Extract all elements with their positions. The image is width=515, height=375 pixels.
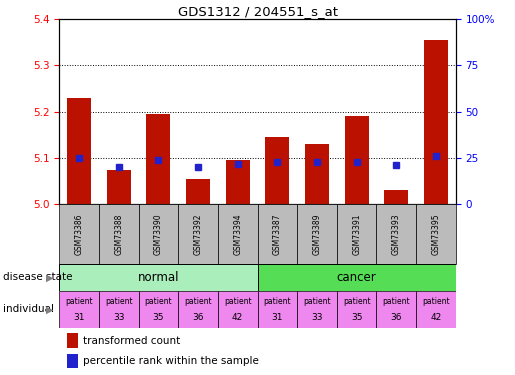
Bar: [345, 116, 369, 204]
Text: disease state: disease state: [3, 273, 72, 282]
Bar: [376, 204, 416, 264]
Text: patient: patient: [184, 297, 212, 306]
Bar: [59, 204, 99, 264]
Text: patient: patient: [224, 297, 251, 306]
Text: GSM73394: GSM73394: [233, 214, 242, 255]
Bar: [416, 291, 456, 328]
Bar: [376, 291, 416, 328]
Text: 36: 36: [390, 313, 402, 322]
Text: ▶: ▶: [46, 273, 53, 282]
Bar: [258, 204, 297, 264]
Text: patient: patient: [383, 297, 410, 306]
Bar: [107, 170, 131, 204]
Bar: [226, 160, 250, 204]
Bar: [337, 291, 376, 328]
Text: patient: patient: [105, 297, 132, 306]
Bar: [59, 264, 258, 291]
Bar: [186, 179, 210, 204]
Text: 42: 42: [431, 313, 441, 322]
Bar: [258, 264, 456, 291]
Title: GDS1312 / 204551_s_at: GDS1312 / 204551_s_at: [178, 4, 337, 18]
Text: ▶: ▶: [46, 304, 53, 314]
Bar: [67, 333, 78, 348]
Text: GSM73395: GSM73395: [432, 214, 440, 255]
Text: GSM73388: GSM73388: [114, 214, 123, 255]
Bar: [99, 204, 139, 264]
Text: GSM73390: GSM73390: [154, 214, 163, 255]
Text: 33: 33: [113, 313, 125, 322]
Text: percentile rank within the sample: percentile rank within the sample: [83, 356, 259, 366]
Text: GSM73392: GSM73392: [194, 214, 202, 255]
Bar: [99, 291, 139, 328]
Bar: [297, 204, 337, 264]
Text: 35: 35: [152, 313, 164, 322]
Bar: [218, 204, 258, 264]
Text: patient: patient: [303, 297, 331, 306]
Bar: [265, 137, 289, 204]
Bar: [384, 190, 408, 204]
Bar: [139, 204, 178, 264]
Text: transformed count: transformed count: [83, 336, 180, 346]
Text: GSM73386: GSM73386: [75, 214, 83, 255]
Text: GSM73393: GSM73393: [392, 214, 401, 255]
Text: 31: 31: [271, 313, 283, 322]
Text: patient: patient: [145, 297, 172, 306]
Text: patient: patient: [422, 297, 450, 306]
Text: patient: patient: [65, 297, 93, 306]
Bar: [258, 291, 297, 328]
Text: GSM73391: GSM73391: [352, 214, 361, 255]
Text: 36: 36: [192, 313, 204, 322]
Text: GSM73389: GSM73389: [313, 214, 321, 255]
Bar: [67, 98, 91, 204]
Text: patient: patient: [343, 297, 370, 306]
Bar: [146, 114, 170, 204]
Text: 33: 33: [311, 313, 323, 322]
Text: GSM73387: GSM73387: [273, 214, 282, 255]
Text: cancer: cancer: [337, 271, 376, 284]
Bar: [59, 291, 99, 328]
Text: individual: individual: [3, 304, 54, 314]
Bar: [178, 204, 218, 264]
Text: 35: 35: [351, 313, 363, 322]
Bar: [416, 204, 456, 264]
Bar: [218, 291, 258, 328]
Text: 42: 42: [232, 313, 243, 322]
Text: normal: normal: [138, 271, 179, 284]
Bar: [67, 354, 78, 368]
Text: 31: 31: [73, 313, 85, 322]
Bar: [297, 291, 337, 328]
Bar: [424, 40, 448, 204]
Text: patient: patient: [264, 297, 291, 306]
Bar: [337, 204, 376, 264]
Bar: [178, 291, 218, 328]
Bar: [139, 291, 178, 328]
Bar: [305, 144, 329, 204]
